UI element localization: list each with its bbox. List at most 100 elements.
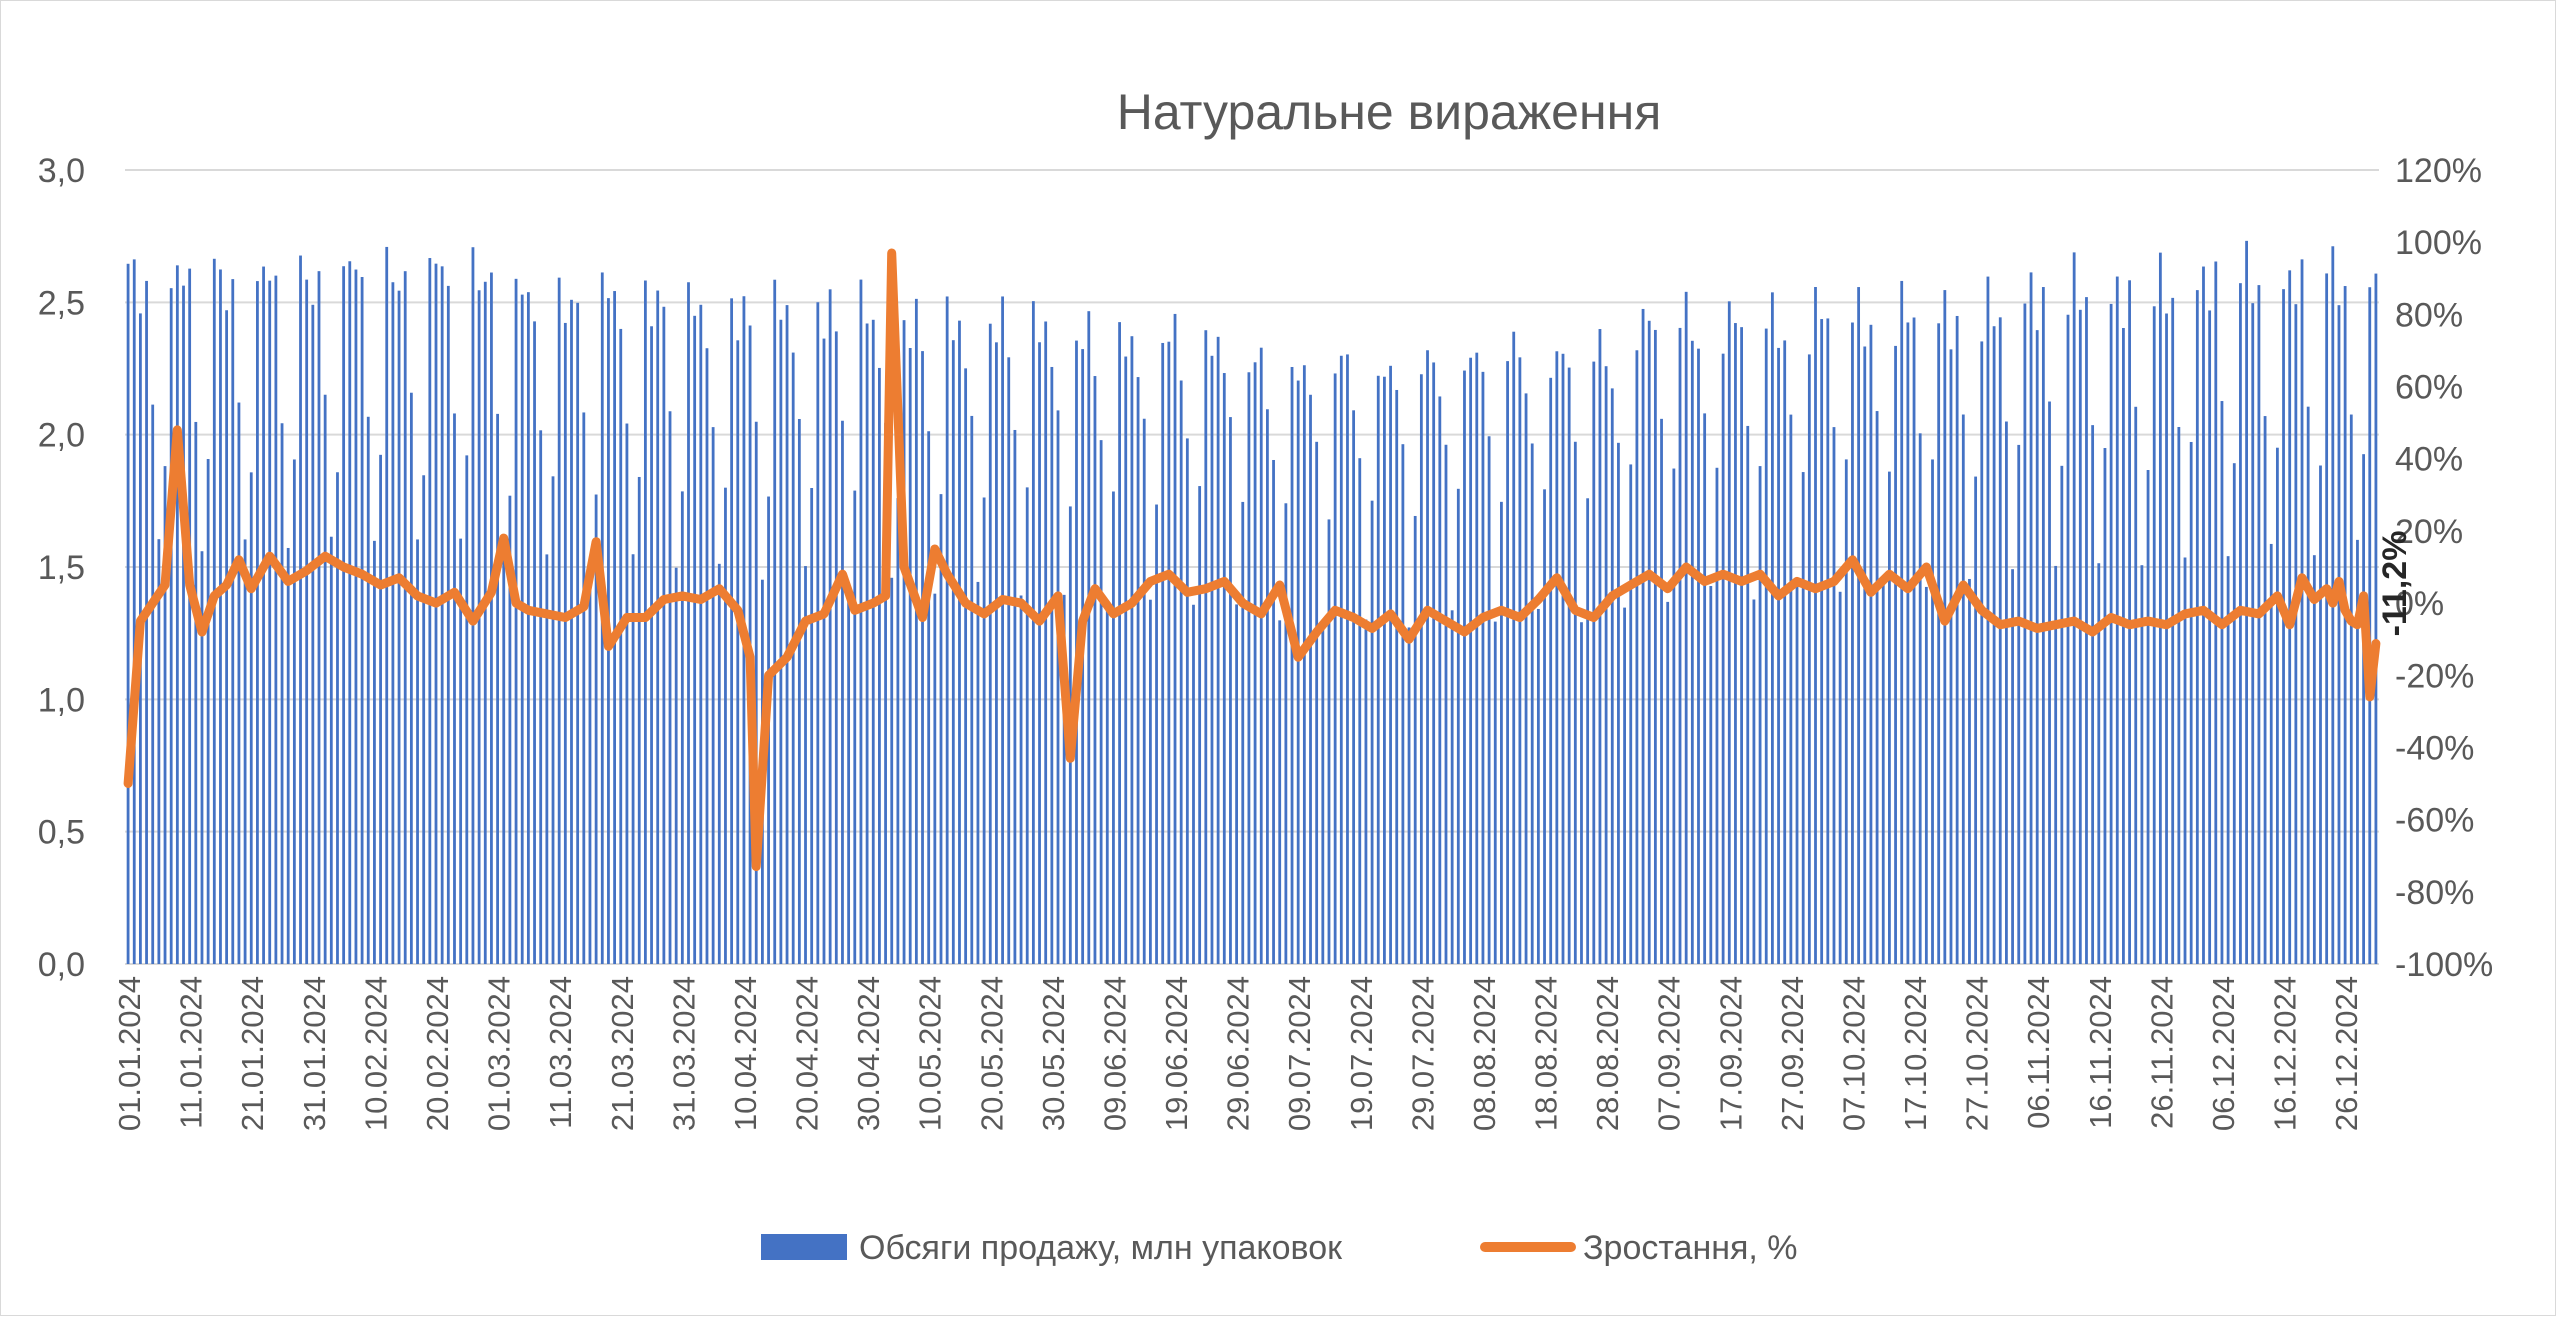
line-point bbox=[1961, 583, 1965, 587]
bar bbox=[1906, 322, 1910, 965]
bar bbox=[1167, 341, 1171, 964]
line-point bbox=[1001, 598, 1005, 601]
x-tick-label: 07.10.2024 bbox=[1836, 976, 1871, 1131]
bar bbox=[1309, 394, 1312, 964]
line-point bbox=[822, 612, 826, 616]
line-point bbox=[489, 590, 493, 594]
line-point bbox=[1555, 576, 1559, 580]
bar bbox=[1881, 579, 1885, 964]
line-point bbox=[1684, 565, 1688, 569]
bar bbox=[1653, 329, 1657, 964]
bar bbox=[1549, 377, 1553, 964]
bar bbox=[1752, 599, 1756, 964]
bar bbox=[865, 323, 869, 964]
y-left-tick-label: 3,0 bbox=[38, 152, 85, 190]
bar bbox=[951, 340, 955, 964]
line-point bbox=[1167, 572, 1171, 576]
bar bbox=[1641, 308, 1645, 964]
line-point bbox=[1148, 579, 1152, 583]
line-point bbox=[2275, 594, 2279, 598]
bar bbox=[1814, 287, 1817, 964]
bar bbox=[2072, 252, 2076, 964]
bar bbox=[280, 423, 284, 964]
bar bbox=[2035, 330, 2039, 964]
bar bbox=[643, 280, 647, 964]
x-tick-label: 31.01.2024 bbox=[297, 976, 332, 1131]
line-point bbox=[1241, 601, 1245, 605]
bar bbox=[1912, 317, 1916, 964]
bar bbox=[2374, 273, 2378, 965]
y-left-tick-label: 0,5 bbox=[38, 814, 85, 852]
bar bbox=[1284, 503, 1288, 964]
legend-swatch-bars bbox=[761, 1234, 847, 1260]
line-point bbox=[237, 558, 241, 562]
line-point bbox=[754, 865, 758, 869]
bar bbox=[175, 265, 179, 965]
bar bbox=[243, 539, 247, 964]
line-point bbox=[2072, 619, 2076, 623]
line-point bbox=[545, 612, 549, 616]
bar bbox=[1364, 619, 1368, 964]
line-point bbox=[1573, 608, 1577, 612]
bar bbox=[958, 320, 961, 964]
line-point bbox=[563, 616, 567, 619]
bar bbox=[2023, 303, 2027, 964]
line-point bbox=[2109, 616, 2113, 619]
bar bbox=[212, 258, 216, 964]
line-point bbox=[2374, 642, 2378, 645]
bar bbox=[1826, 318, 1830, 964]
x-tick-label: 30.04.2024 bbox=[851, 976, 886, 1131]
y-right-tick-label: 100% bbox=[2395, 224, 2482, 262]
legend-label-line: Зростання, % bbox=[1583, 1229, 1798, 1267]
line-point bbox=[2362, 594, 2366, 598]
bar bbox=[853, 490, 857, 964]
bar bbox=[822, 338, 826, 965]
bar bbox=[490, 272, 493, 964]
line-point bbox=[2220, 623, 2224, 627]
bar bbox=[841, 420, 844, 964]
line-point bbox=[514, 601, 518, 605]
line-point bbox=[853, 608, 857, 612]
bar bbox=[1241, 501, 1245, 964]
line-point bbox=[1093, 587, 1097, 591]
line-point bbox=[2300, 576, 2304, 580]
bar bbox=[2171, 297, 2175, 964]
bar bbox=[2300, 259, 2304, 964]
bar bbox=[219, 269, 222, 965]
bar bbox=[2239, 283, 2242, 964]
bar bbox=[1758, 466, 1762, 964]
line-point bbox=[397, 576, 401, 580]
bar bbox=[169, 288, 173, 964]
line-point bbox=[2312, 598, 2316, 601]
bar bbox=[816, 302, 820, 964]
x-tick-label: 11.03.2024 bbox=[543, 976, 578, 1129]
line-point bbox=[2165, 623, 2168, 627]
bar bbox=[508, 495, 512, 964]
bar bbox=[2109, 303, 2113, 964]
x-tick-label: 20.02.2024 bbox=[420, 976, 455, 1131]
y-left-tick-label: 2,5 bbox=[38, 284, 85, 322]
line-point bbox=[2091, 630, 2095, 634]
bar bbox=[1561, 353, 1565, 964]
bar bbox=[785, 305, 789, 965]
x-tick-label: 01.03.2024 bbox=[482, 976, 517, 1131]
line-point bbox=[286, 579, 290, 583]
line-point bbox=[1056, 594, 1060, 598]
bar bbox=[1660, 418, 1663, 965]
bar bbox=[680, 491, 684, 964]
x-tick-label: 01.01.2024 bbox=[112, 976, 147, 1131]
bar bbox=[1001, 296, 1004, 965]
bar bbox=[145, 280, 148, 964]
bar bbox=[2158, 252, 2162, 964]
line-point bbox=[1536, 598, 1540, 601]
bar bbox=[459, 538, 463, 964]
line-point bbox=[582, 605, 586, 609]
x-tick-label: 10.02.2024 bbox=[358, 976, 393, 1131]
line-point bbox=[2355, 623, 2359, 627]
bar bbox=[1888, 471, 1891, 964]
line-point bbox=[717, 587, 721, 591]
bar bbox=[1315, 441, 1319, 964]
bar bbox=[1617, 442, 1620, 964]
bar bbox=[428, 258, 432, 964]
bar bbox=[366, 416, 370, 964]
